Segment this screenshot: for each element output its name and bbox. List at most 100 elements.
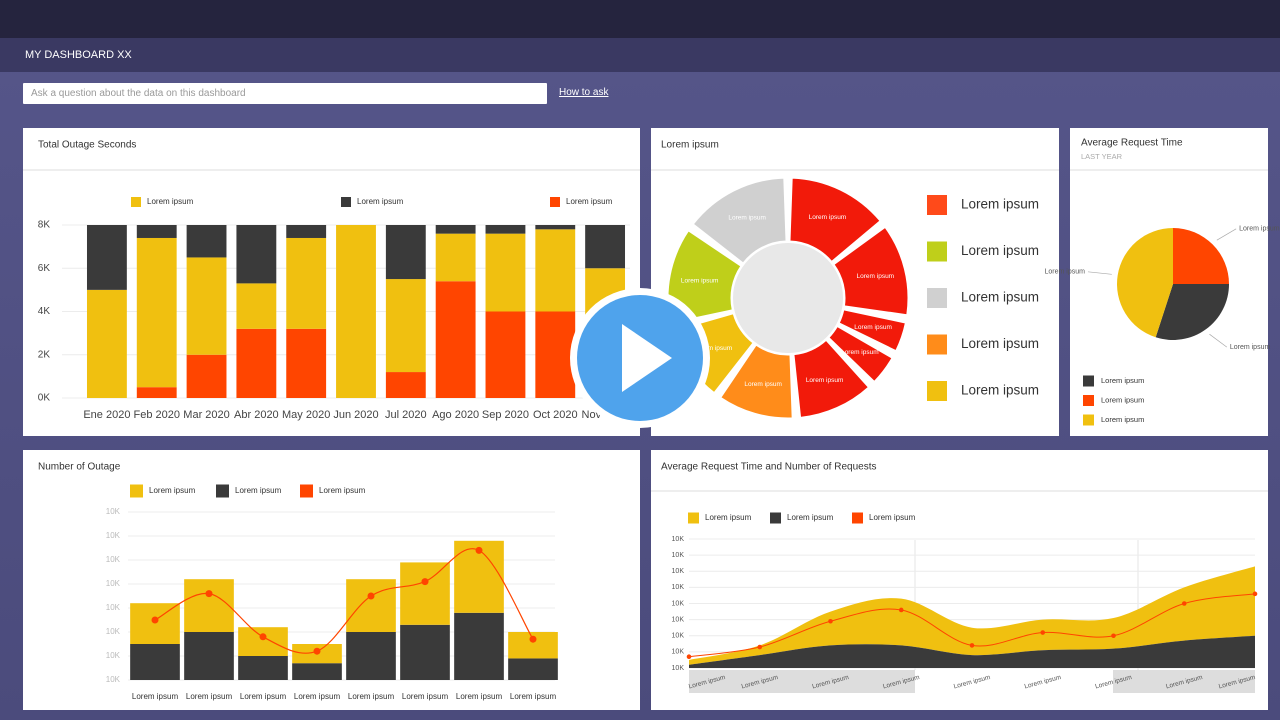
bar-segment — [485, 233, 526, 312]
slice-label: Lorem ipsum — [695, 345, 733, 352]
x-tick-label: Ene 2020 — [83, 409, 130, 421]
chart-layer: Total Outage Seconds 0K 2K 4K 6K 8K Lorem ipsu… — [38, 138, 1280, 701]
line-point — [686, 654, 692, 660]
legend-label: Lorem ipsum — [566, 197, 613, 206]
bar-segment — [186, 354, 227, 398]
play-button[interactable] — [570, 288, 710, 428]
legend-label: Lorem ipsum — [869, 513, 916, 522]
legend-label: Lorem ipsum — [1101, 415, 1144, 424]
bar-segment — [454, 612, 504, 680]
leader-line — [1216, 228, 1237, 241]
legend-swatch — [300, 484, 313, 498]
bar-segment — [385, 279, 426, 373]
x-tick-label: Abr 2020 — [234, 409, 279, 421]
bar-segment — [238, 627, 288, 656]
legend-label: Lorem ipsum — [961, 290, 1039, 305]
x-tick-label: Lorem ipsum — [510, 692, 557, 701]
pie-slice — [1155, 284, 1229, 340]
legend-swatch — [927, 334, 947, 355]
bar-segment — [136, 237, 177, 388]
slice-label: Lorem ipsum — [728, 215, 766, 222]
bar-segment — [435, 225, 476, 234]
line-point — [367, 592, 375, 600]
y-tick-label: 10K — [672, 552, 685, 559]
bar-segment — [136, 387, 177, 398]
bar-segment — [286, 328, 327, 398]
line-point — [898, 607, 904, 613]
y-tick-label: 6K — [38, 263, 51, 274]
y-tick-label: 2K — [38, 349, 51, 360]
slice-label: Lorem ipsum — [854, 324, 892, 331]
help-link[interactable]: How to ask — [559, 87, 609, 98]
bar-segment — [186, 225, 227, 258]
area — [689, 635, 1255, 668]
pie-slice — [833, 226, 909, 316]
y-tick-label: 10K — [106, 579, 121, 588]
x-tick-label: Lorem ipsum — [402, 692, 449, 701]
legend-label: Lorem ipsum — [357, 197, 404, 206]
bar-segment — [286, 237, 327, 329]
y-tick-label: 10K — [672, 665, 685, 672]
legend-swatch — [1083, 395, 1094, 406]
legend-swatch — [131, 197, 141, 207]
y-tick-label: 0K — [38, 393, 51, 404]
chart-title: Lorem ipsum — [661, 140, 719, 151]
search-box[interactable]: Ask a question about the data on this da… — [23, 83, 547, 104]
y-tick-label: 10K — [672, 616, 685, 623]
bar-segment — [346, 579, 396, 632]
legend-swatch — [927, 381, 947, 401]
bar-segment — [86, 225, 127, 290]
pie-slice — [692, 177, 787, 264]
bar-segment — [400, 562, 450, 625]
legend-label: Lorem ipsum — [1101, 376, 1144, 385]
slice-label: Lorem ipsum — [1230, 344, 1271, 351]
pie-slice — [789, 177, 881, 263]
legend-label: Lorem ipsum — [961, 383, 1039, 398]
y-tick-label: 10K — [672, 536, 685, 543]
bar-segment — [385, 372, 426, 398]
bar-segment — [435, 281, 476, 398]
legend-label: Lorem ipsum — [235, 486, 282, 495]
x-tick-label: May 2020 — [282, 409, 330, 421]
bar-segment — [136, 225, 177, 238]
area — [689, 566, 1255, 665]
y-tick-label: 10K — [106, 507, 121, 516]
bar-segment — [86, 289, 127, 398]
top-band — [0, 0, 1280, 38]
pie-slice — [1117, 228, 1173, 338]
y-tick-label: 10K — [106, 555, 121, 564]
legend-swatch — [688, 512, 699, 524]
x-tick-label: Lorem ipsum — [294, 692, 341, 701]
pie-slice — [828, 325, 893, 383]
leader-line — [1087, 271, 1112, 275]
legend-label: Lorem ipsum — [787, 513, 834, 522]
x-tick-label: Sep 2020 — [482, 409, 529, 421]
y-tick-label: 10K — [106, 675, 121, 684]
bar-segment — [508, 658, 558, 680]
legend-label: Lorem ipsum — [319, 486, 366, 495]
x-tick-label: Lorem ipsum — [348, 692, 395, 701]
legend-label: Lorem ipsum — [961, 336, 1039, 351]
pie-slice — [793, 339, 869, 418]
bar-segment — [236, 283, 277, 329]
line-point — [969, 643, 975, 648]
chart-title: Total Outage Seconds — [38, 140, 136, 151]
x-tick-label: Jun 2020 — [333, 409, 378, 421]
bar-segment — [400, 624, 450, 680]
y-tick-label: 10K — [672, 600, 685, 607]
line-point — [475, 546, 483, 554]
bar-segment — [236, 225, 277, 284]
slice-label: Lorem ipsum — [841, 349, 879, 356]
legend-swatch — [341, 197, 351, 207]
bar-segment — [535, 225, 576, 230]
header-bar — [0, 38, 1280, 72]
line-point — [529, 635, 537, 643]
x-tick-label: Oct 2020 — [533, 409, 578, 421]
y-tick-label: 10K — [672, 649, 685, 656]
chart-title: Number of Outage — [38, 462, 121, 473]
leader-line — [1209, 333, 1228, 348]
bar-segment — [292, 663, 342, 680]
slice-label: Lorem ipsum — [1239, 226, 1280, 233]
y-tick-label: 10K — [106, 651, 121, 660]
